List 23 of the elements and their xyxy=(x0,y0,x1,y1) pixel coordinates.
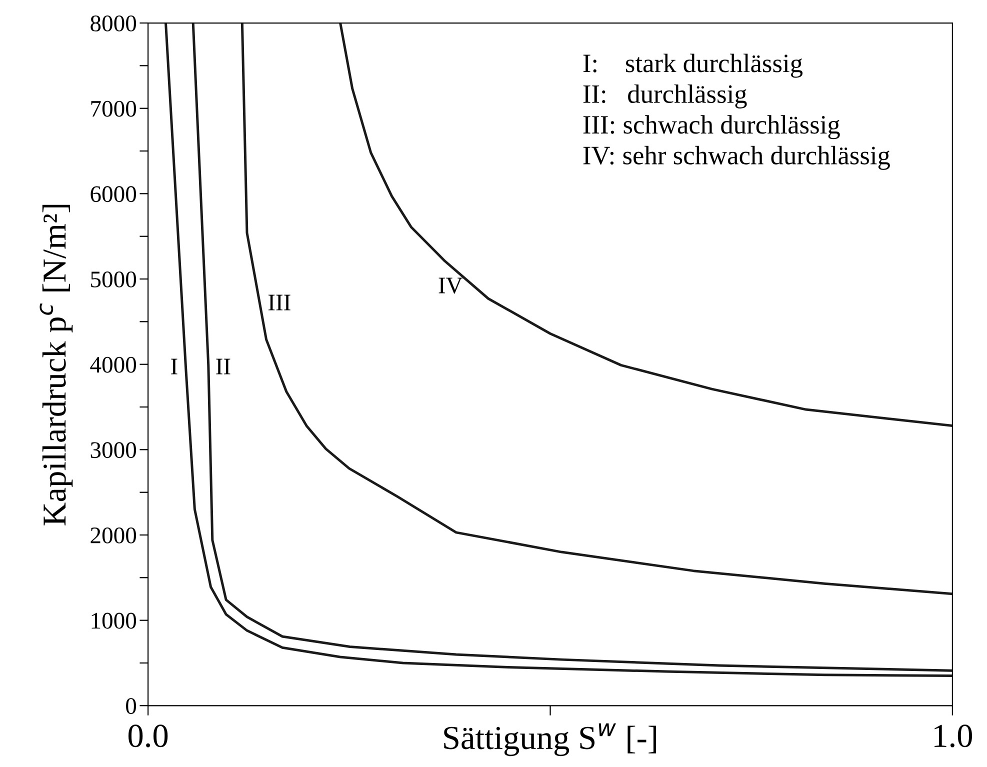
line-series xyxy=(339,23,952,428)
annotation: III: schwach durchlässig xyxy=(583,115,840,140)
y-tick-label: 5000 xyxy=(91,271,136,288)
y-tick-label: 3000 xyxy=(90,442,136,458)
y-tick-label: 0 xyxy=(126,698,136,714)
x-axis-title: Sättigung S$^{w}$ [-] xyxy=(444,723,656,756)
annotation: III xyxy=(268,294,290,310)
y-tick-label: 4000 xyxy=(90,356,136,373)
annotation: IV xyxy=(438,278,463,294)
y-tick-label: 1000 xyxy=(92,612,136,629)
x-tick-label: 1.0 xyxy=(934,724,972,748)
annotation: IV: sehr schwach durchlässig xyxy=(583,146,890,170)
y-tick-label: 7000 xyxy=(91,100,136,117)
x-tick-label: 0.0 xyxy=(128,724,168,748)
y-tick-label: 6000 xyxy=(90,186,136,202)
y-tick-label: 2000 xyxy=(90,527,136,544)
annotation: I: stark durchlässig xyxy=(583,54,803,78)
y-axis-title: Kapillardruck p$^{c}$ [N/m²] xyxy=(40,204,73,526)
line-series xyxy=(240,23,952,596)
y-tick-label: 8000 xyxy=(90,16,136,32)
annotation: II: durchlässig xyxy=(583,84,747,108)
annotation: II xyxy=(216,358,230,374)
annotation: I xyxy=(171,358,178,374)
